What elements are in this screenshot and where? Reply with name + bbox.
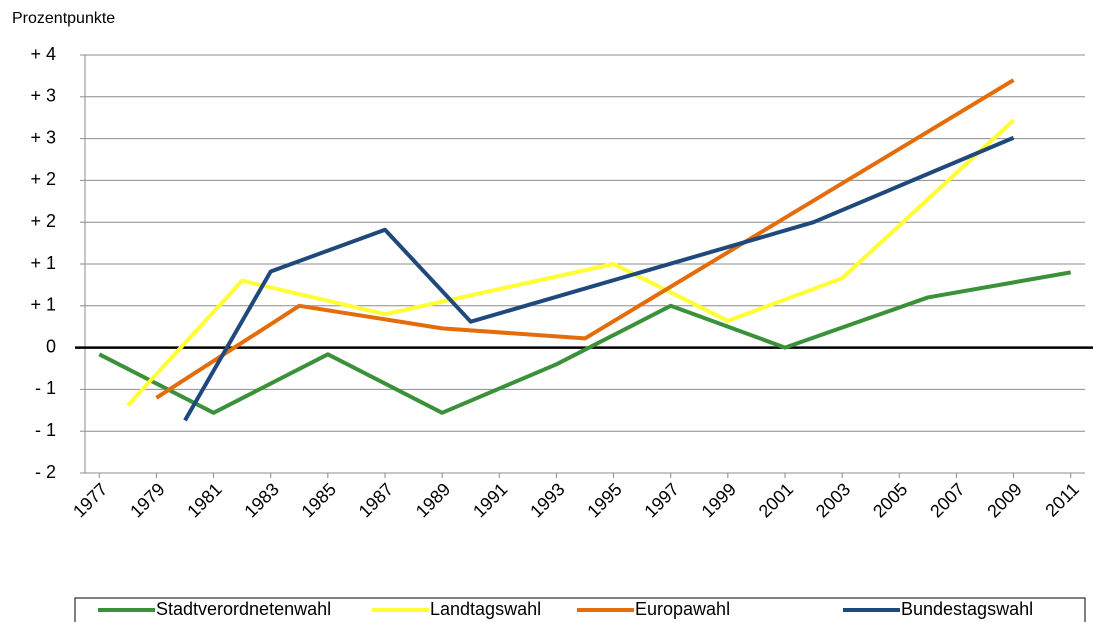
x-tick-label: 1997 (640, 479, 682, 521)
x-tick-label: 2001 (755, 479, 797, 521)
x-tick-label: 1985 (298, 479, 340, 521)
y-tick-label: + 2 (30, 211, 56, 231)
y-tick-label: + 2 (30, 169, 56, 189)
y-axis-label: Prozentpunkte (12, 10, 115, 27)
series-line (155, 78, 1015, 400)
x-tick-label: 2011 (1041, 479, 1083, 521)
x-tick-label: 1977 (69, 479, 111, 521)
x-tick-label: 2007 (926, 479, 968, 521)
y-tick-label: 0 (46, 336, 56, 356)
legend-label: Bundestagswahl (901, 599, 1033, 619)
y-tick-label: + 3 (30, 86, 56, 106)
y-tick-label: + 3 (30, 127, 56, 147)
x-tick-label: 1981 (183, 479, 225, 521)
y-tick-label: + 1 (30, 253, 56, 273)
x-tick-label: 1979 (126, 479, 168, 521)
legend-label: Europawahl (635, 599, 730, 619)
x-tick-label: 1993 (526, 479, 568, 521)
y-tick-label: + 1 (30, 295, 56, 315)
y-tick-label: + 4 (30, 44, 56, 64)
y-tick-label: - 1 (35, 378, 56, 398)
series-line (183, 135, 1015, 422)
x-tick-label: 1983 (240, 479, 282, 521)
x-tick-label: 1989 (412, 479, 454, 521)
x-tick-label: 2003 (812, 479, 854, 521)
y-tick-label: - 1 (35, 420, 56, 440)
x-tick-label: 1991 (469, 479, 511, 521)
x-tick-label: 1999 (698, 479, 740, 521)
x-tick-label: 2005 (869, 479, 911, 521)
x-tick-label: 1995 (583, 479, 625, 521)
legend-label: Stadtverordnetenwahl (156, 599, 331, 619)
x-tick-label: 2009 (983, 479, 1025, 521)
y-tick-label: - 2 (35, 462, 56, 482)
series-line (98, 270, 1072, 415)
legend-label: Landtagswahl (430, 599, 541, 619)
x-tick-label: 1987 (355, 479, 397, 521)
series-line (126, 118, 1015, 407)
